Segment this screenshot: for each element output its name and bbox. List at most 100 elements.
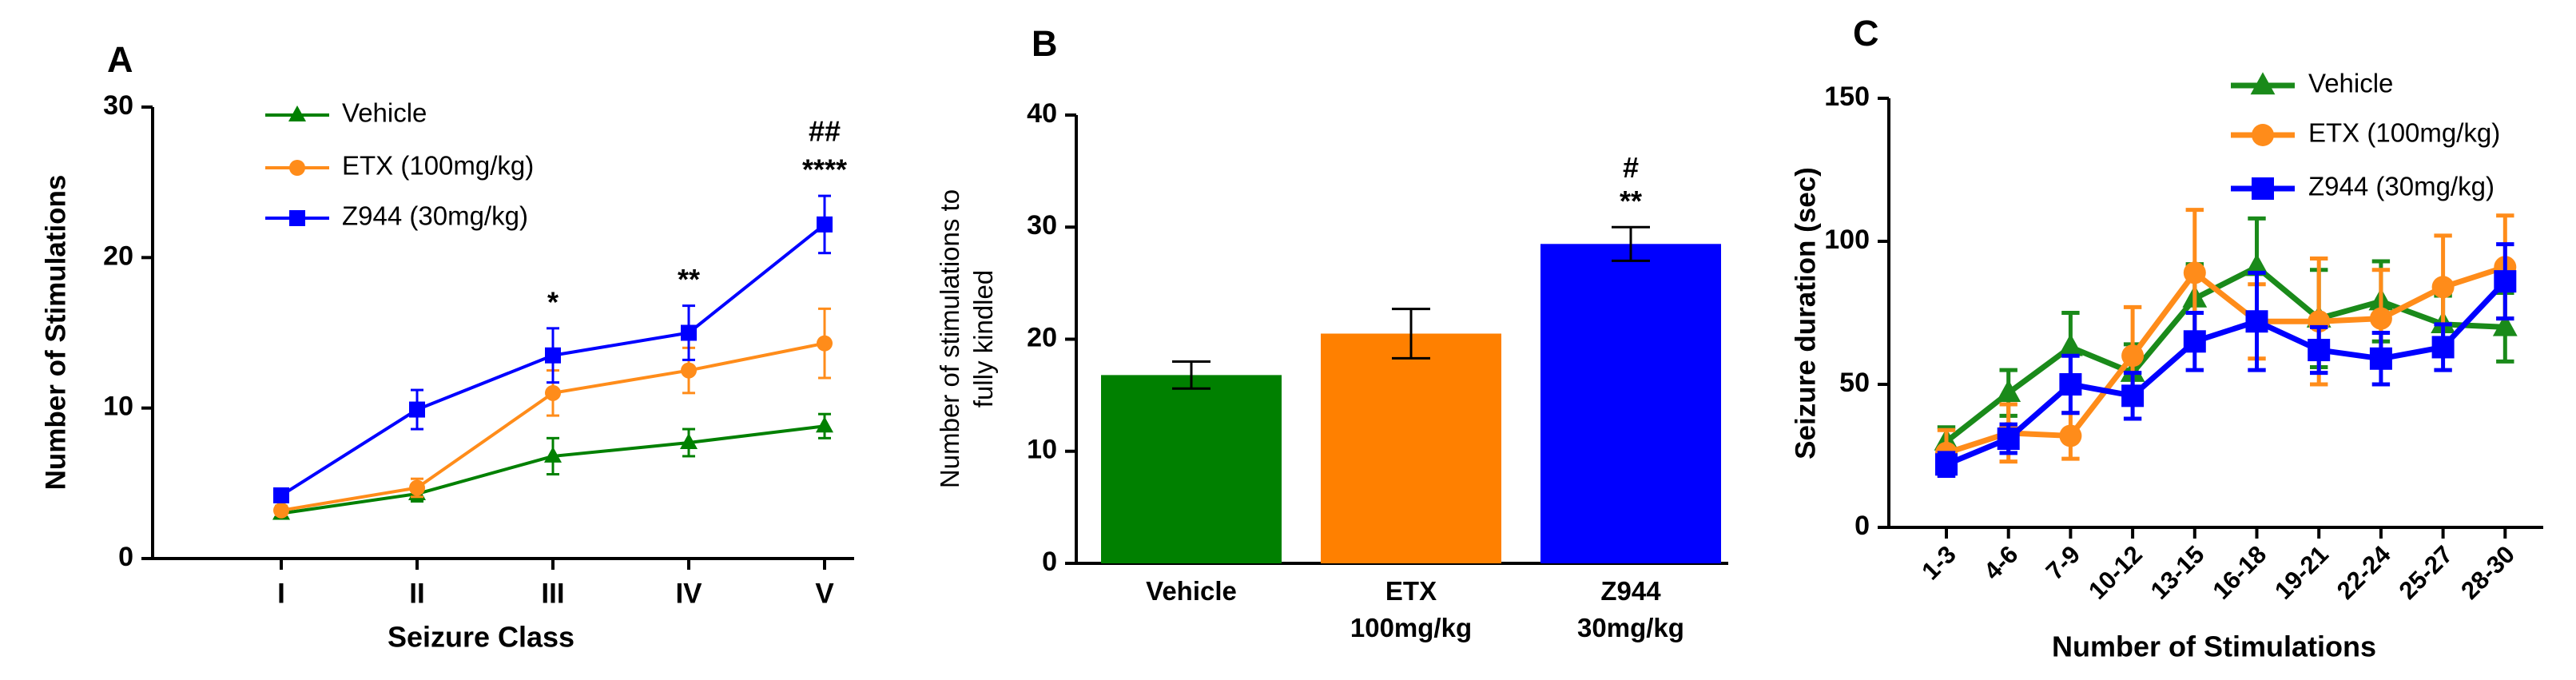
marker [2492,313,2518,336]
y-tick-label: 0 [1042,547,1057,577]
y-tick-label: 0 [118,542,133,572]
legend-label: Z944 (30mg/kg) [2308,172,2495,201]
x-tick-label: 28-30 [2455,540,2520,605]
x-tick-label: 19-21 [2269,540,2334,605]
y-tick-label: 30 [103,90,133,121]
marker [2121,344,2145,368]
marker [409,401,425,418]
x-tick-label: III [541,578,564,609]
x-tick-label: 16-18 [2207,540,2272,605]
x-tick-label: II [409,578,424,609]
y-axis-label-box: Number of stimulations to fully kindled [935,189,998,489]
legend-label: Vehicle [342,98,427,128]
y-tick-label: 10 [103,392,133,422]
marker [681,362,697,379]
y-tick-label: 150 [1824,82,1870,112]
x-tick-label: ETX 100mg/kg [1350,576,1473,642]
legend-marker [2252,124,2274,146]
marker [817,335,833,352]
marker [2369,307,2392,330]
x-tick-label: 7-9 [2041,540,2085,585]
x-tick-label: 25-27 [2394,540,2459,605]
y-axis-label: Seizure duration (sec) [1790,167,1821,459]
marker [2369,347,2392,370]
x-tick-label: Vehicle [1146,576,1237,606]
legend-marker [288,105,306,121]
marker [2431,336,2455,359]
marker [2183,261,2206,284]
marker [273,487,289,503]
annotation: # [1623,151,1639,184]
panel-label: C [1853,13,1879,54]
y-tick-label: 30 [1027,210,1057,241]
y-tick-label: 100 [1824,225,1870,255]
x-tick-label: Z944 30mg/kg [1577,576,1684,642]
legend-marker [289,210,305,226]
marker [1935,453,1958,476]
marker [2059,424,2082,447]
x-tick-label: 13-15 [2145,540,2210,605]
y-tick-label: 50 [1839,368,1870,398]
marker [2058,333,2083,356]
y-axis-label: Number of Stimulations [40,175,71,491]
x-axis-label: Seizure Class [388,621,574,654]
marker [2494,270,2517,293]
y-label-group: Number of stimulations to fully kindled [935,189,998,489]
x-tick-label: 4-6 [1978,540,2023,585]
marker [2308,339,2331,362]
legend-label: ETX (100mg/kg) [2308,118,2500,148]
bar [1540,244,1721,563]
marker [273,502,289,519]
annotation: ** [1620,185,1642,217]
x-tick-label: IV [675,578,702,609]
x-tick-label: 22-24 [2332,539,2396,604]
x-tick-label: V [815,578,834,609]
marker [545,347,561,364]
legend-label: Vehicle [2308,69,2393,98]
marker [680,432,698,449]
annotation: **** [802,153,847,186]
annotation: ## [809,115,841,148]
panel: C 0 50 100 150 Seizure duration (sec) Number o… [1790,13,2543,663]
y-tick-label: 20 [103,241,133,271]
legend-label: ETX (100mg/kg) [342,151,534,181]
bar [1101,375,1282,563]
marker [2431,276,2455,299]
x-tick-label: 1-3 [1916,540,1961,585]
x-tick-label-box: Z944 30mg/kg [1577,576,1684,642]
marker [1996,379,2021,402]
marker [2183,330,2206,353]
y-tick-label: 20 [1027,322,1057,352]
marker [817,216,833,233]
legend-marker [2250,72,2276,95]
y-axis-label: Number of stimulations to fully kindled [935,189,998,489]
x-tick-label: 10-12 [2083,540,2148,605]
legend-marker [2252,177,2274,200]
x-tick-label: I [277,578,285,609]
x-axis-label: Number of Stimulations [2052,630,2376,663]
panel: B 0 10 20 30 40 Number of stimulations to full… [935,23,1728,642]
marker [2059,373,2082,396]
marker [2244,253,2269,276]
x-tick-label-box: ETX 100mg/kg [1350,576,1473,642]
panel-label: B [1032,23,1058,64]
series-line [1945,279,2507,467]
legend-label: Z944 (30mg/kg) [342,201,528,231]
y-tick-label: 0 [1854,511,1870,541]
marker [681,324,697,341]
annotation: * [547,285,559,318]
marker [816,416,833,433]
marker [2245,310,2268,333]
marker [1997,427,2020,451]
marker [545,384,561,401]
marker [544,446,562,463]
marker [2121,384,2145,408]
panel-label: A [107,39,133,80]
bar [1321,333,1501,563]
panel: A 0 10 20 30 Number of Stimulations Seizure Cl… [40,39,854,654]
y-tick-label: 40 [1027,98,1057,129]
marker [409,479,425,496]
series-line [1945,264,2506,456]
annotation: ** [678,263,700,296]
